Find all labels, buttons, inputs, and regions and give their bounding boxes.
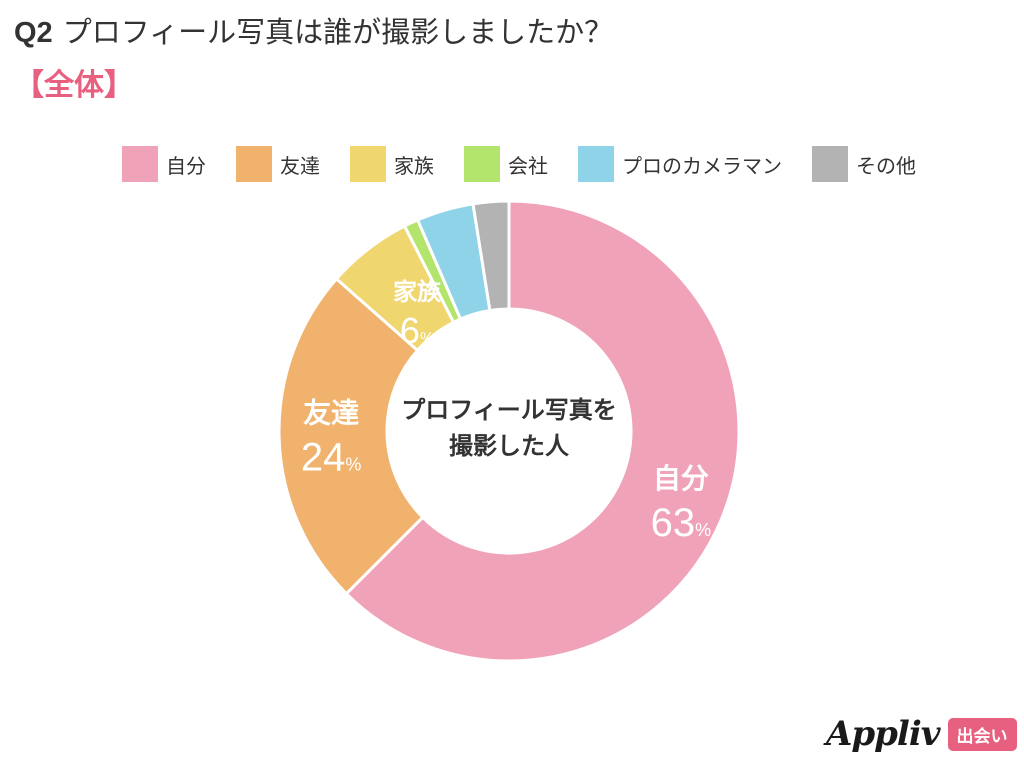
legend-swatch	[812, 146, 848, 182]
legend-label: 家族	[394, 153, 434, 178]
legend: 自分 友達 家族 会社 プロのカメラマン その他	[122, 146, 916, 182]
question-text: プロフィール写真は誰が撮影しましたか？	[62, 15, 614, 49]
legend-swatch	[464, 146, 500, 182]
brand-logo: Appliv 出会い	[826, 714, 1017, 754]
data-label-self: 自分 63%	[651, 462, 712, 545]
legend-item-other: その他	[812, 146, 916, 182]
data-label-name: 家族	[393, 278, 442, 306]
data-label-value: 63%	[651, 501, 712, 545]
legend-label: 友達	[280, 153, 320, 178]
slice-other	[471, 199, 511, 313]
center-label-line1: プロフィール写真を	[401, 396, 617, 424]
legend-label: 会社	[508, 153, 548, 178]
data-label-family: 家族 6%	[393, 278, 442, 351]
brand-name: Appliv	[826, 714, 941, 754]
slice-friend	[277, 276, 425, 596]
data-label-value: 6%	[400, 310, 434, 351]
slice-self	[344, 199, 741, 663]
data-label-value: 24%	[301, 436, 362, 480]
data-label-friend: 友達 24%	[301, 397, 362, 480]
legend-item-family: 家族	[350, 146, 434, 182]
legend-label: プロのカメラマン	[622, 153, 782, 178]
question-number: Q2	[14, 17, 53, 49]
legend-label: その他	[856, 153, 916, 178]
data-label-name: 友達	[303, 397, 359, 430]
chart-title: Q2 プロフィール写真は誰が撮影しましたか？	[14, 12, 613, 53]
legend-item-self: 自分	[122, 146, 206, 182]
chart-subtitle: 【全体】	[14, 68, 134, 103]
legend-swatch	[578, 146, 614, 182]
legend-item-friend: 友達	[236, 146, 320, 182]
legend-item-pro-photographer: プロのカメラマン	[578, 146, 782, 182]
legend-swatch	[350, 146, 386, 182]
legend-item-company: 会社	[464, 146, 548, 182]
brand-badge: 出会い	[947, 717, 1017, 751]
legend-label: 自分	[166, 153, 206, 178]
center-label-line2: 撮影した人	[449, 432, 569, 460]
legend-swatch	[236, 146, 272, 182]
legend-swatch	[122, 146, 158, 182]
data-label-name: 自分	[653, 462, 709, 495]
